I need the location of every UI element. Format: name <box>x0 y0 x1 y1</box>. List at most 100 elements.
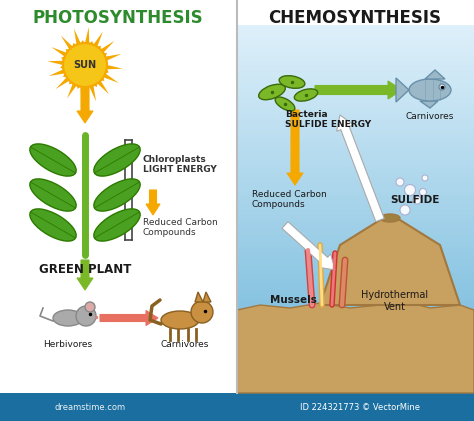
FancyBboxPatch shape <box>237 235 474 237</box>
Ellipse shape <box>259 84 285 100</box>
FancyBboxPatch shape <box>237 109 474 112</box>
FancyBboxPatch shape <box>237 200 474 202</box>
Polygon shape <box>105 54 121 61</box>
FancyBboxPatch shape <box>237 292 474 294</box>
FancyBboxPatch shape <box>237 43 474 46</box>
FancyBboxPatch shape <box>237 136 474 138</box>
FancyBboxPatch shape <box>237 104 474 107</box>
Polygon shape <box>89 85 96 101</box>
FancyBboxPatch shape <box>237 29 474 31</box>
FancyBboxPatch shape <box>237 281 474 283</box>
Ellipse shape <box>380 214 400 222</box>
Polygon shape <box>315 81 402 99</box>
Polygon shape <box>49 69 64 76</box>
FancyBboxPatch shape <box>237 325 474 327</box>
FancyBboxPatch shape <box>237 157 474 160</box>
FancyBboxPatch shape <box>237 62 474 64</box>
FancyBboxPatch shape <box>237 229 474 232</box>
FancyBboxPatch shape <box>237 338 474 340</box>
Polygon shape <box>146 190 160 215</box>
Polygon shape <box>73 43 77 47</box>
Circle shape <box>76 306 96 326</box>
FancyBboxPatch shape <box>237 106 474 108</box>
Text: Bacteria
SULFIDE ENERGY: Bacteria SULFIDE ENERGY <box>285 110 371 129</box>
FancyBboxPatch shape <box>237 128 474 131</box>
Polygon shape <box>85 87 89 90</box>
Circle shape <box>419 189 427 195</box>
FancyBboxPatch shape <box>237 73 474 75</box>
Polygon shape <box>69 80 73 84</box>
Polygon shape <box>74 29 81 45</box>
FancyBboxPatch shape <box>237 172 474 175</box>
FancyBboxPatch shape <box>237 336 474 338</box>
FancyBboxPatch shape <box>237 371 474 373</box>
Ellipse shape <box>53 310 83 326</box>
Circle shape <box>400 205 410 215</box>
FancyBboxPatch shape <box>237 222 474 224</box>
Ellipse shape <box>409 79 451 101</box>
FancyBboxPatch shape <box>237 77 474 79</box>
FancyBboxPatch shape <box>237 126 474 128</box>
FancyBboxPatch shape <box>237 203 474 206</box>
FancyBboxPatch shape <box>237 258 474 261</box>
Circle shape <box>85 302 95 312</box>
FancyBboxPatch shape <box>237 365 474 368</box>
FancyBboxPatch shape <box>237 367 474 370</box>
FancyBboxPatch shape <box>237 181 474 184</box>
Text: Reduced Carbon
Compounds: Reduced Carbon Compounds <box>143 218 218 237</box>
FancyBboxPatch shape <box>237 293 474 296</box>
FancyBboxPatch shape <box>237 97 474 99</box>
FancyBboxPatch shape <box>237 198 474 200</box>
Ellipse shape <box>94 179 140 211</box>
Polygon shape <box>107 65 123 69</box>
FancyBboxPatch shape <box>237 296 474 298</box>
FancyBboxPatch shape <box>237 279 474 281</box>
FancyBboxPatch shape <box>237 312 474 314</box>
FancyBboxPatch shape <box>237 117 474 119</box>
FancyBboxPatch shape <box>237 364 474 366</box>
FancyBboxPatch shape <box>237 356 474 359</box>
FancyBboxPatch shape <box>237 194 474 197</box>
Polygon shape <box>337 115 384 221</box>
FancyBboxPatch shape <box>237 167 474 169</box>
FancyBboxPatch shape <box>237 49 474 51</box>
FancyBboxPatch shape <box>237 341 474 344</box>
Polygon shape <box>67 83 77 99</box>
Circle shape <box>191 301 213 323</box>
FancyBboxPatch shape <box>237 40 474 42</box>
Ellipse shape <box>94 144 140 176</box>
Text: Chloroplasts
LIGHT ENERGY: Chloroplasts LIGHT ENERGY <box>143 155 217 174</box>
FancyBboxPatch shape <box>237 36 474 38</box>
FancyBboxPatch shape <box>237 272 474 274</box>
Text: ID 224321773 © VectorMine: ID 224321773 © VectorMine <box>300 402 420 411</box>
Text: CHEMOSYNTHESIS: CHEMOSYNTHESIS <box>268 9 441 27</box>
FancyBboxPatch shape <box>237 290 474 292</box>
Text: SUN: SUN <box>73 60 97 70</box>
Polygon shape <box>85 27 89 43</box>
Polygon shape <box>77 87 93 123</box>
FancyBboxPatch shape <box>237 171 474 173</box>
FancyBboxPatch shape <box>237 250 474 252</box>
FancyBboxPatch shape <box>237 196 474 198</box>
FancyBboxPatch shape <box>237 378 474 381</box>
FancyBboxPatch shape <box>237 354 474 357</box>
Polygon shape <box>97 45 101 49</box>
FancyBboxPatch shape <box>237 329 474 331</box>
Ellipse shape <box>161 311 199 329</box>
FancyBboxPatch shape <box>237 54 474 57</box>
FancyBboxPatch shape <box>237 56 474 59</box>
Polygon shape <box>61 36 73 49</box>
FancyBboxPatch shape <box>237 320 474 322</box>
Polygon shape <box>81 87 85 103</box>
FancyBboxPatch shape <box>237 380 474 382</box>
FancyBboxPatch shape <box>237 207 474 210</box>
Polygon shape <box>195 292 203 302</box>
FancyBboxPatch shape <box>237 345 474 347</box>
FancyBboxPatch shape <box>237 185 474 187</box>
FancyBboxPatch shape <box>237 156 474 158</box>
FancyBboxPatch shape <box>237 349 474 351</box>
FancyBboxPatch shape <box>237 159 474 162</box>
FancyBboxPatch shape <box>237 91 474 93</box>
Polygon shape <box>52 47 67 56</box>
FancyBboxPatch shape <box>237 266 474 268</box>
